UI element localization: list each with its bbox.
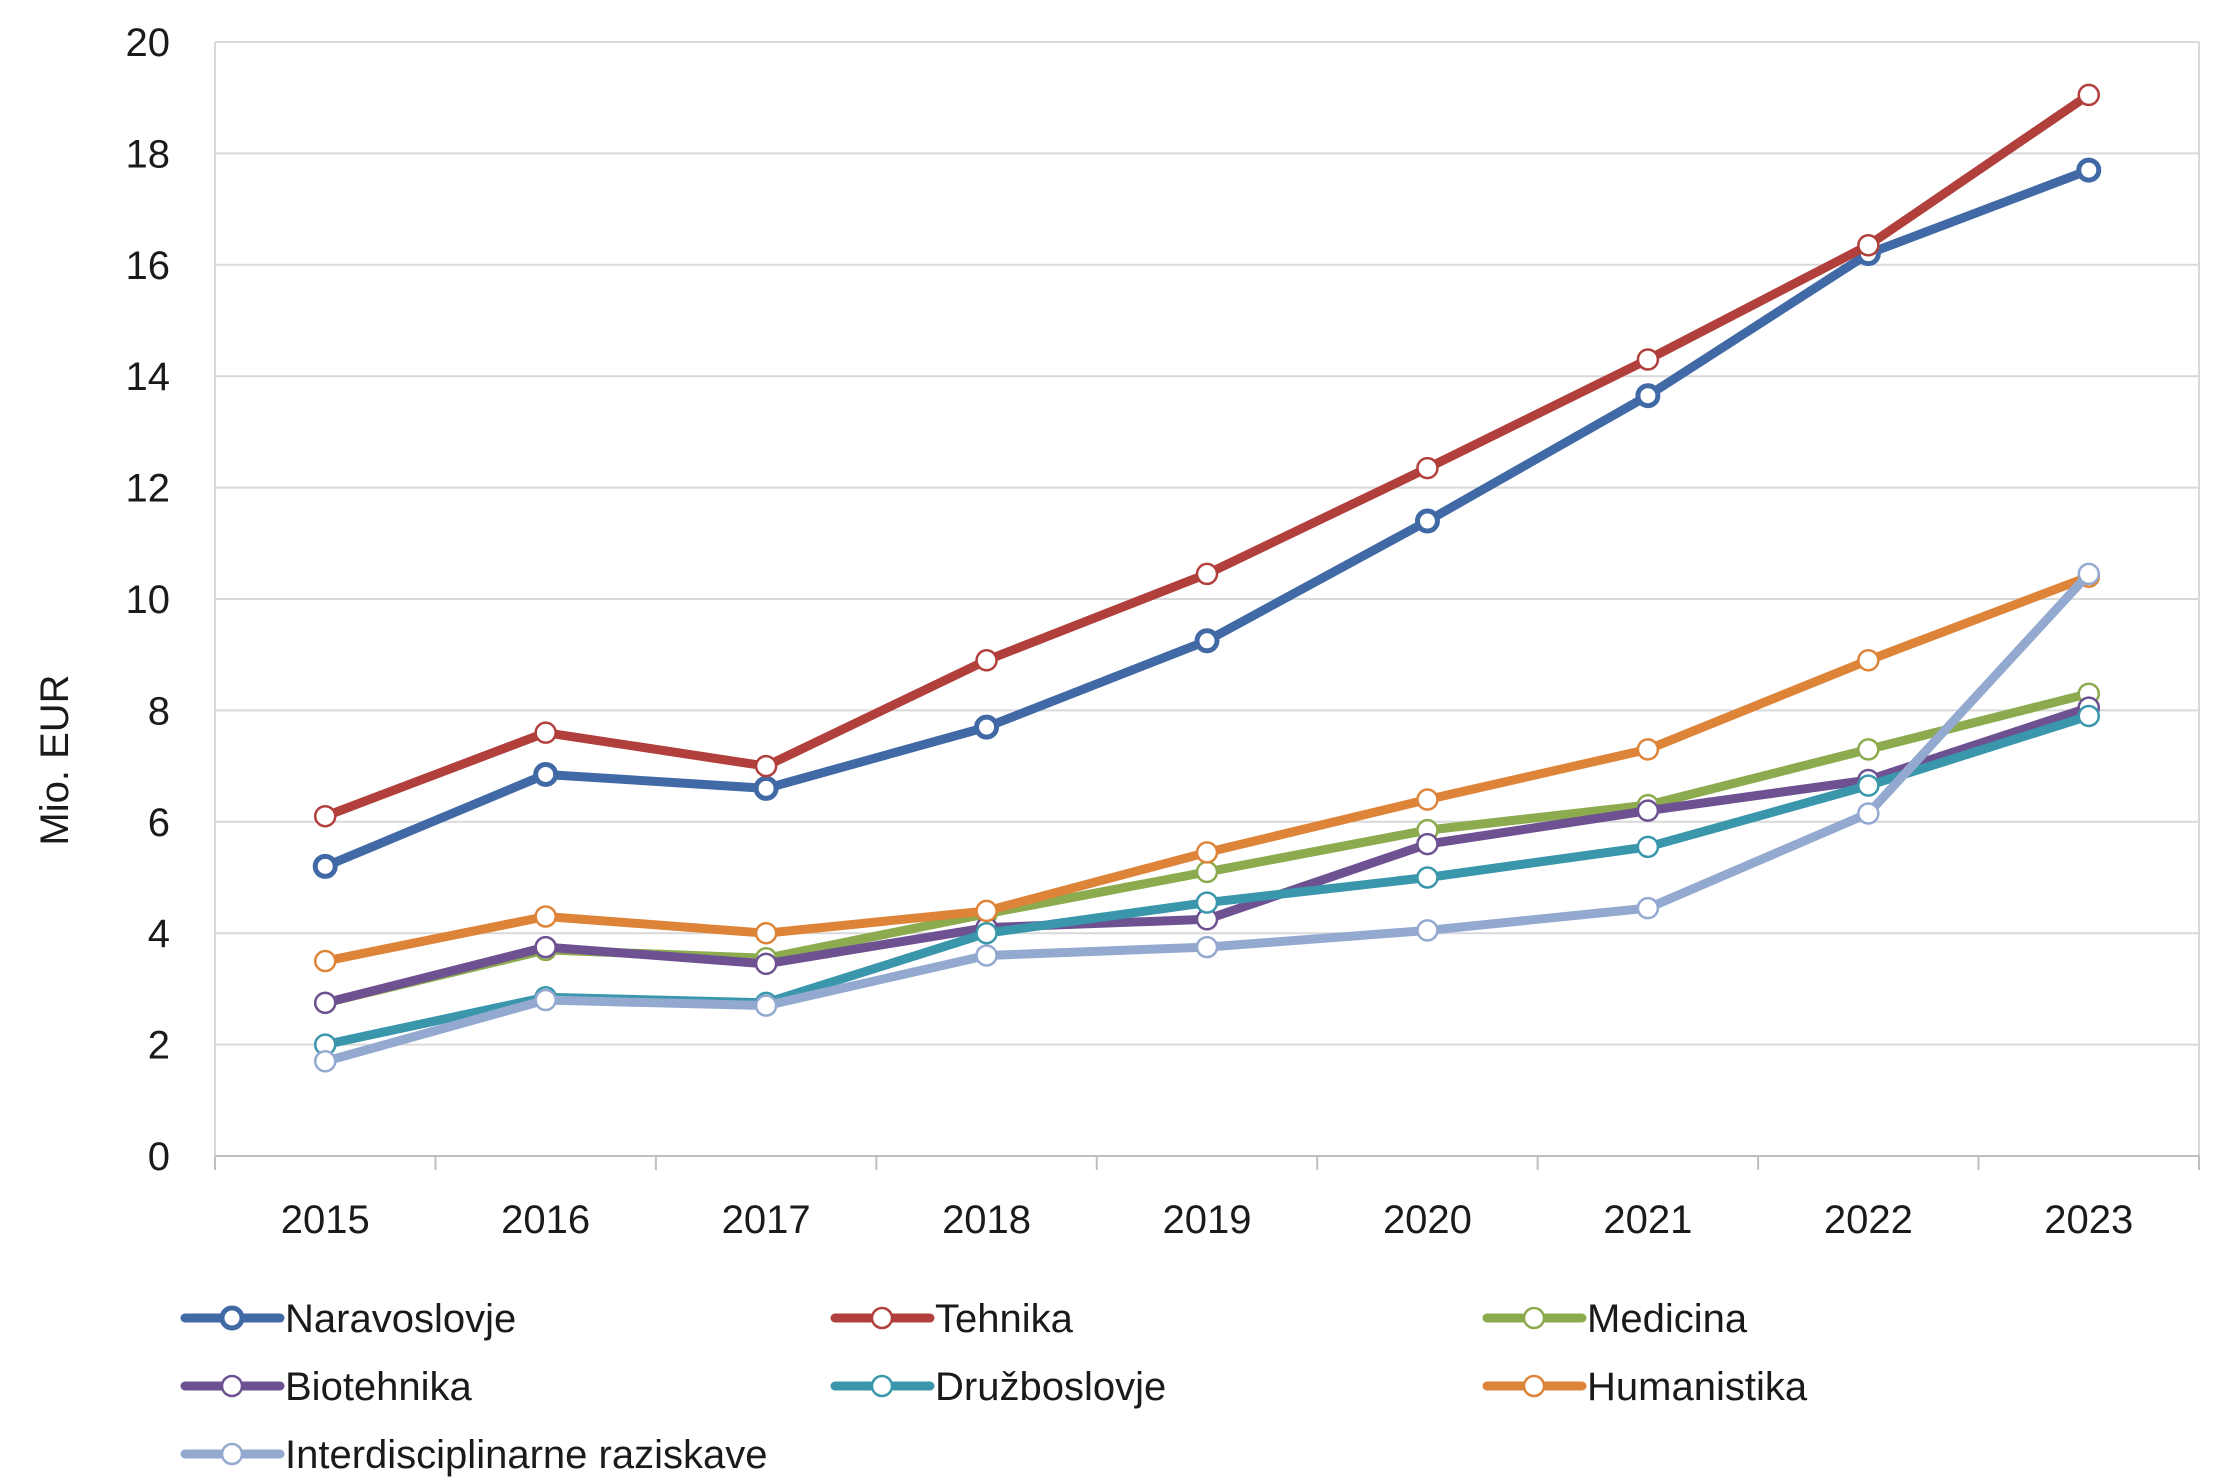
y-axis-label: Mio. EUR: [33, 674, 77, 845]
legend-entry: Tehnika: [830, 1297, 1074, 1341]
data-point: [2077, 562, 2101, 586]
data-point: [975, 944, 998, 967]
data-point: [754, 994, 778, 1017]
y-tick-label: 8: [148, 689, 170, 733]
data-point: [1416, 919, 1439, 942]
legend-label: Medicina: [1587, 1297, 1748, 1341]
data-point: [2076, 157, 2102, 183]
legend-label: Naravoslovje: [285, 1297, 516, 1341]
data-point: [753, 775, 779, 801]
data-point: [1635, 383, 1661, 409]
data-point: [754, 952, 778, 976]
y-tick-label: 16: [126, 244, 171, 288]
data-point: [534, 988, 557, 1012]
data-point: [1416, 832, 1439, 856]
legend-label: Humanistika: [1587, 1365, 1808, 1409]
x-tick-label: 2015: [281, 1198, 370, 1242]
data-point: [754, 921, 778, 945]
data-point: [1195, 562, 1219, 586]
legend-label: Tehnika: [935, 1297, 1074, 1341]
y-tick-label: 4: [148, 912, 170, 956]
y-tick-label: 2: [148, 1024, 170, 1068]
legend-marker: [1522, 1306, 1546, 1330]
data-point: [1416, 866, 1439, 889]
y-tick-label: 10: [126, 578, 171, 622]
series-line: [320, 90, 2094, 821]
legend-entry: Interdisciplinarne raziskave: [180, 1433, 767, 1477]
data-point: [313, 804, 337, 828]
y-tick-label: 20: [126, 21, 171, 65]
x-tick-label: 2020: [1383, 1198, 1472, 1242]
x-tick-label: 2022: [1824, 1198, 1913, 1242]
x-tick-label: 2018: [942, 1198, 1031, 1242]
data-point: [1194, 628, 1220, 654]
legend-entry: Biotehnika: [180, 1365, 473, 1409]
legend-entry: Družboslovje: [830, 1365, 1166, 1409]
data-point: [1636, 799, 1660, 822]
legend-marker: [870, 1306, 894, 1330]
data-point: [1636, 835, 1660, 859]
data-point: [1416, 456, 1439, 480]
data-point: [534, 935, 557, 959]
data-point: [1636, 738, 1660, 761]
x-tick-labels: 2015 2016 2017 2018 2019 2020 2021 2022 2023: [281, 1198, 2134, 1242]
x-tick-label: 2019: [1163, 1198, 1252, 1242]
y-tick-label: 18: [126, 132, 171, 176]
data-point: [312, 853, 338, 879]
legend-label: Družboslovje: [935, 1365, 1166, 1409]
y-tick-label: 14: [126, 355, 171, 399]
data-point: [975, 899, 998, 923]
data-point: [975, 649, 998, 672]
data-point: [1857, 774, 1880, 797]
legend-marker: [219, 1305, 245, 1331]
data-point: [1857, 738, 1880, 761]
axes: [214, 42, 2200, 1170]
data-point: [1195, 860, 1219, 884]
legend-entry: Humanistika: [1482, 1365, 1808, 1409]
data-point: [1636, 348, 1660, 371]
y-tick-label: 12: [126, 467, 171, 511]
data-point: [1857, 802, 1880, 825]
y-tick-label: 0: [148, 1135, 170, 1179]
data-point: [313, 949, 337, 973]
legend-marker: [220, 1442, 244, 1466]
x-tick-label: 2016: [501, 1198, 590, 1242]
data-point: [975, 921, 998, 945]
series-interdisciplinarne-raziskave: [313, 562, 2101, 1073]
legend-label: Interdisciplinarne raziskave: [285, 1433, 767, 1477]
data-point: [1857, 649, 1880, 672]
data-point: [2077, 83, 2101, 107]
data-point: [533, 761, 559, 787]
data-point: [1195, 935, 1219, 959]
legend-marker: [1522, 1374, 1546, 1398]
data-point: [754, 754, 778, 778]
x-tick-label: 2021: [1603, 1198, 1692, 1242]
y-tick-label: 6: [148, 801, 170, 845]
data-point: [1636, 896, 1660, 920]
data-point: [2077, 704, 2101, 728]
x-tick-label: 2023: [2044, 1198, 2133, 1242]
data-point: [1416, 788, 1439, 811]
series-tehnika: [313, 83, 2101, 828]
x-tick-label: 2017: [722, 1198, 811, 1242]
data-point: [1857, 234, 1880, 257]
legend: Naravoslovje Tehnika Medicina Biotehnika Dru…: [180, 1297, 1808, 1477]
gridlines: [215, 41, 2199, 1046]
data-point: [974, 714, 1000, 740]
data-point: [1414, 508, 1440, 534]
data-point: [313, 1050, 337, 1073]
data-point: [1195, 891, 1219, 914]
legend-entry: Medicina: [1482, 1297, 1748, 1341]
legend-marker: [870, 1374, 894, 1398]
data-point: [1195, 841, 1219, 864]
data-point: [534, 721, 557, 744]
legend-marker: [220, 1374, 244, 1398]
data-point: [534, 905, 557, 928]
legend-label: Biotehnika: [285, 1365, 473, 1409]
y-tick-labels: 0 2 4 6 8 10 12 14 16 18 20: [126, 21, 171, 1179]
data-point: [313, 991, 337, 1015]
legend-entry: Naravoslovje: [180, 1297, 516, 1341]
series-group: [312, 83, 2102, 1073]
